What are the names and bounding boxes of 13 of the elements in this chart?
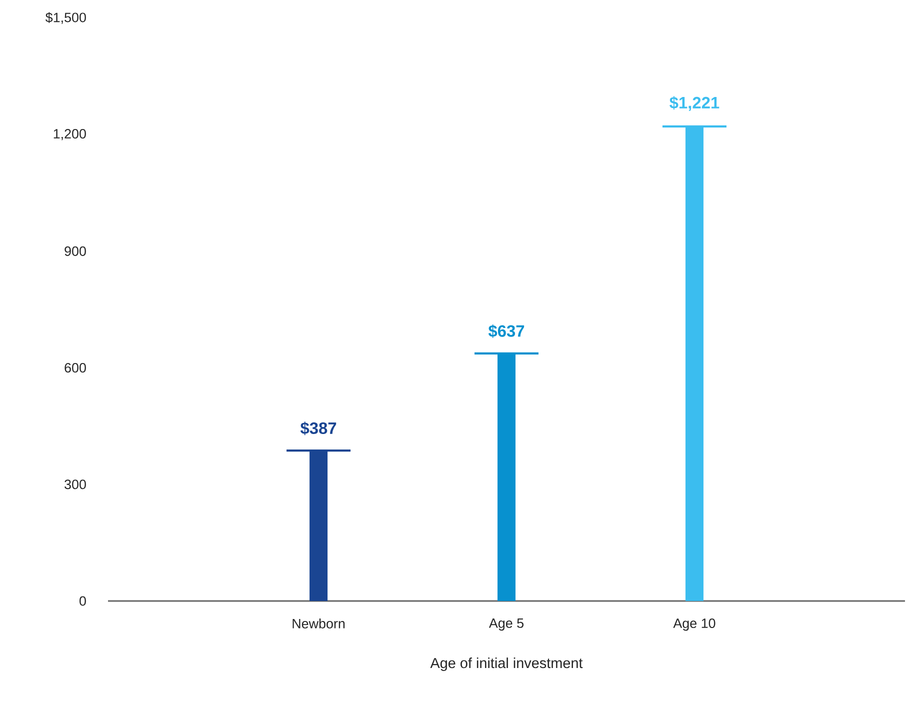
- data-label: $1,221: [670, 96, 720, 111]
- x-tick-label: Newborn: [292, 618, 345, 628]
- y-tick-label: 1,200: [54, 129, 86, 140]
- x-axis-title: Age of initial investment: [430, 658, 583, 672]
- y-tick-label: 0: [80, 596, 86, 606]
- y-tick-label: 900: [64, 246, 86, 256]
- y-tick-label: 600: [64, 363, 86, 373]
- x-tick-label: Age 5: [488, 618, 524, 631]
- data-label: $387: [300, 422, 336, 436]
- data-label: $637: [488, 324, 524, 338]
- x-tick-label: Age 10: [673, 618, 716, 631]
- y-tick-label: 300: [64, 480, 86, 490]
- y-tick-label: $1,500: [45, 12, 86, 24]
